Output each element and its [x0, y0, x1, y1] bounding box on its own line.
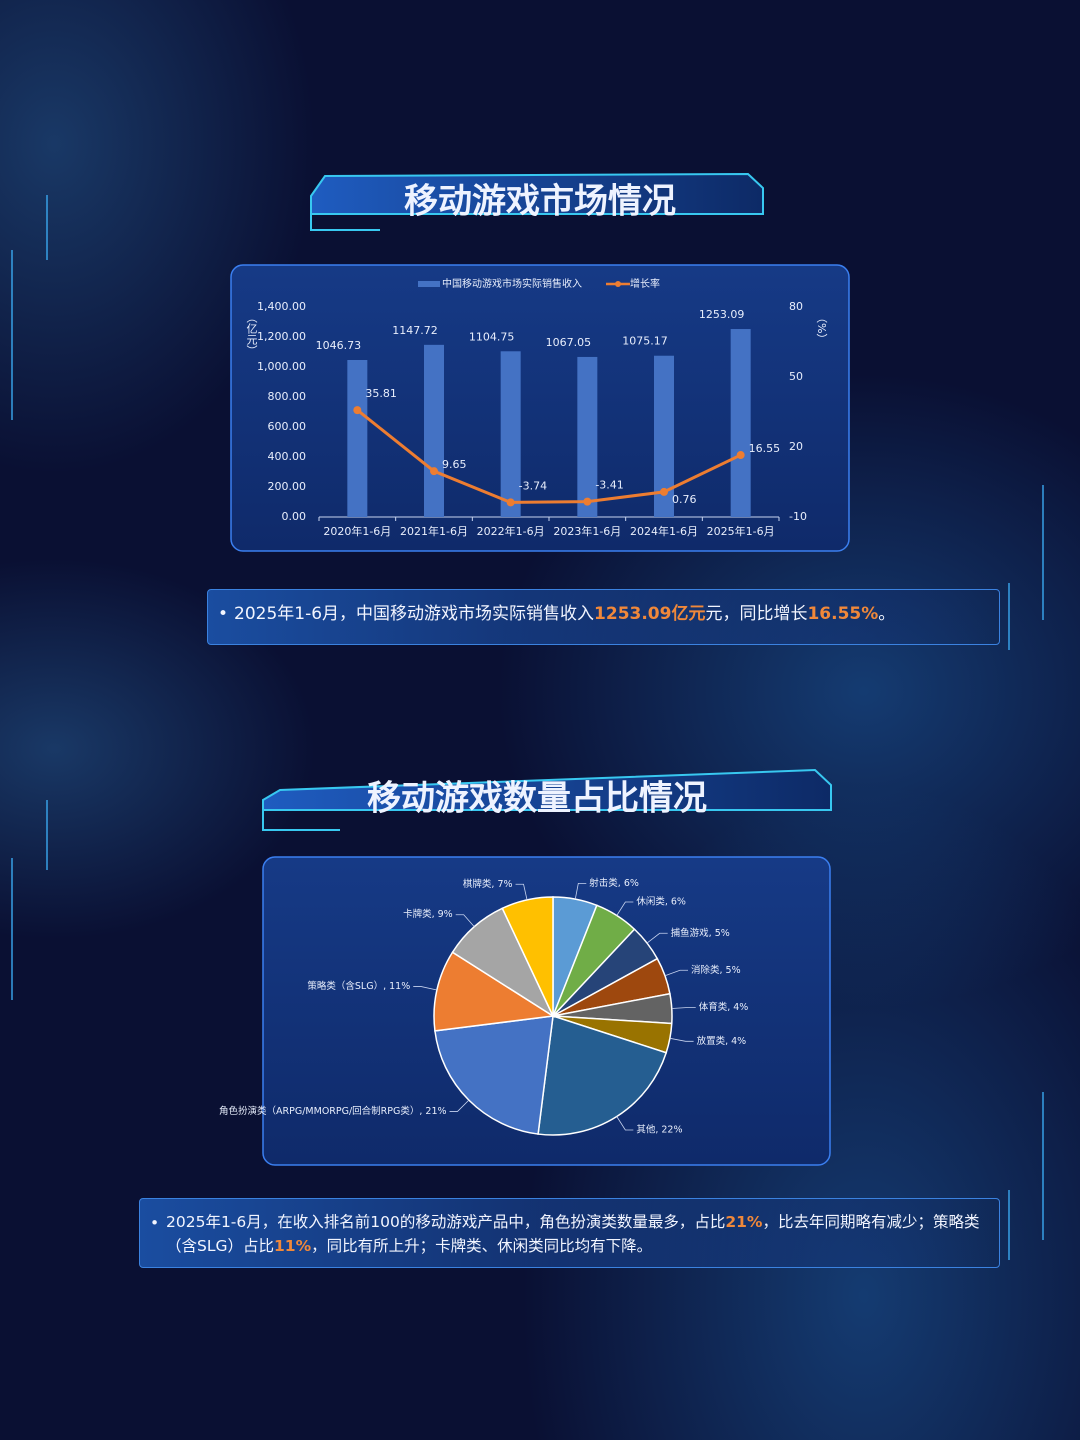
pie-slice	[501, 896, 554, 1017]
data-label: 捕鱼游戏, 5%	[671, 927, 730, 939]
x-tick-label: 2025年1-6月	[707, 524, 775, 538]
line-point	[583, 497, 592, 506]
data-label: 卡牌类, 9%	[403, 908, 453, 920]
bar	[654, 355, 674, 517]
x-tick-label: 2023年1-6月	[553, 524, 621, 538]
leader-line	[574, 882, 587, 900]
y-tick-label: 0.00	[282, 510, 307, 523]
data-label: 1075.17	[622, 335, 668, 348]
bar	[424, 344, 444, 517]
pie-slice	[434, 1015, 554, 1135]
note-text: ，同比有所上升；卡牌类、休闲类同比均有下降。	[311, 1237, 653, 1255]
x-tick-label: 2021年1-6月	[400, 524, 468, 538]
data-label: 1104.75	[469, 330, 515, 343]
note: 2025年1-6月，在收入排名前100的移动游戏产品中，角色扮演类数量最多，占比…	[139, 1198, 1000, 1268]
data-label: -3.74	[519, 479, 547, 492]
line-point	[430, 467, 438, 476]
x-tick-label: 2020年1-6月	[323, 524, 391, 538]
legend-label: 中国移动游戏市场实际销售收入	[442, 277, 582, 290]
y-tick-label: 800.00	[268, 390, 307, 403]
data-label: 其他, 22%	[636, 1123, 682, 1135]
leader-line	[646, 932, 668, 944]
bar	[730, 329, 751, 517]
y-tick-label: 400.00	[268, 450, 307, 463]
data-label: 35.81	[365, 387, 397, 400]
data-label: -3.41	[595, 479, 623, 492]
leader-line	[671, 1007, 696, 1009]
note-text: 元，同比增长	[705, 604, 808, 624]
x-tick-label: 2022年1-6月	[477, 524, 545, 538]
chart-title: 移动游戏数量占比情况	[367, 779, 707, 819]
bar	[577, 356, 598, 517]
data-label: 消除类, 5%	[691, 964, 741, 976]
y2-tick-label: 20	[789, 440, 803, 453]
y2-axis-label: （%）	[815, 312, 828, 344]
line-point	[736, 451, 745, 460]
leader-line	[616, 1116, 634, 1131]
y2-tick-label: 50	[789, 370, 803, 383]
data-label: 0.76	[672, 493, 697, 506]
data-label: 放置类, 4%	[697, 1035, 747, 1047]
line-point	[660, 487, 668, 496]
bar	[500, 351, 521, 517]
legend-label: 增长率	[630, 277, 660, 290]
legend-swatch	[615, 281, 621, 287]
data-label: 16.55	[749, 442, 781, 455]
chart-title: 移动游戏市场情况	[404, 182, 676, 222]
y-tick-label: 600.00	[268, 420, 307, 433]
chart-panel	[230, 264, 850, 552]
pie-slice	[433, 951, 556, 1032]
line-point	[353, 406, 362, 415]
bar	[347, 359, 368, 517]
data-label: 角色扮演类（ARPG/MMORPG/回合制RPG类）, 21%	[219, 1105, 447, 1117]
leader-line	[449, 1099, 470, 1112]
line	[356, 408, 742, 504]
y-tick-label: 1,200.00	[257, 330, 306, 343]
leader-line	[669, 1037, 694, 1042]
data-label: 休闲类, 6%	[636, 896, 686, 908]
y-tick-label: 1,400.00	[257, 300, 306, 313]
data-label: 体育类, 4%	[699, 1001, 749, 1013]
data-label: 1046.73	[316, 339, 362, 352]
title-banner-edge	[310, 214, 380, 231]
note-highlight: 1253.09亿元	[594, 604, 706, 624]
note-text: 2025年1-6月，中国移动游戏市场实际销售收入	[234, 604, 595, 624]
y2-tick-label: -10	[789, 510, 807, 523]
data-label: 棋牌类, 7%	[463, 878, 513, 890]
note-highlight: 21%	[725, 1213, 763, 1231]
leader-line	[515, 883, 528, 900]
leader-line	[664, 969, 689, 977]
note-highlight: 16.55%	[807, 604, 879, 624]
decoration	[11, 195, 1044, 1260]
legend-swatch	[418, 281, 440, 287]
note-text: ，比去年同期略有减少；策略类（含SLG）占比	[166, 1213, 980, 1255]
y-tick-label: 1,000.00	[257, 360, 306, 373]
note-text: 2025年1-6月，在收入排名前100的移动游戏产品中，角色扮演类数量最多，占比	[166, 1213, 726, 1231]
data-label: 1147.72	[392, 324, 438, 337]
y-axis-label: （亿元）	[245, 312, 258, 356]
pie-slice	[537, 1015, 668, 1136]
x-tick-label: 2024年1-6月	[630, 524, 698, 538]
data-label: 1067.05	[546, 336, 592, 349]
data-label: 策略类（含SLG）, 11%	[307, 980, 410, 992]
leader-line	[616, 901, 634, 916]
note: 2025年1-6月，中国移动游戏市场实际销售收入1253.09亿元元，同比增长1…	[207, 589, 1000, 645]
note-highlight: 11%	[274, 1237, 312, 1255]
data-label: 1253.09	[699, 308, 745, 321]
line-point	[506, 498, 515, 507]
note-text: 。	[878, 604, 896, 624]
title-banner-edge	[262, 810, 340, 831]
data-label: 9.65	[442, 458, 467, 471]
y2-tick-label: 80	[789, 300, 803, 313]
leader-line	[413, 986, 437, 991]
data-label: 射击类, 6%	[589, 877, 639, 889]
y-tick-label: 200.00	[268, 480, 307, 493]
leader-line	[455, 914, 475, 928]
